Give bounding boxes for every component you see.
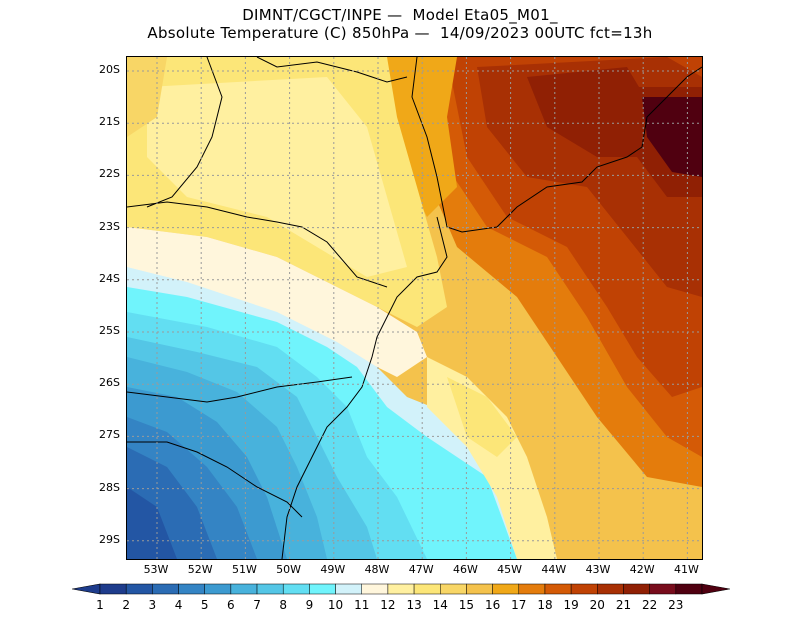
lat-label: 22S <box>99 167 120 181</box>
lat-label: 24S <box>99 271 120 285</box>
lon-label: 46W <box>452 563 478 576</box>
lat-label: 26S <box>99 376 120 390</box>
lon-label: 53W <box>143 563 169 576</box>
colorbar-swatch <box>466 583 493 595</box>
colorbar-swatch <box>492 583 520 595</box>
lon-label: 47W <box>408 563 434 576</box>
colorbar-swatch <box>309 583 336 595</box>
colorbar-tick-label: 6 <box>227 598 235 612</box>
field-13b <box>447 377 517 457</box>
colorbar-swatch <box>518 583 546 595</box>
lon-label: 52W <box>187 563 213 576</box>
lat-label: 21S <box>99 115 120 129</box>
colorbar-swatch <box>623 583 650 595</box>
colorbar-over-arrow <box>701 583 730 595</box>
lon-label: 43W <box>585 563 611 576</box>
lon-label: 41W <box>673 563 699 576</box>
lon-label: 44W <box>541 563 567 576</box>
colorbar-tick-label: 4 <box>174 598 183 612</box>
lon-label: 42W <box>629 563 655 576</box>
state-border-4 <box>127 441 303 518</box>
colorbar-tick-label: 9 <box>305 598 314 612</box>
field-2 <box>127 487 177 559</box>
colorbar-tick-label: 13 <box>406 598 422 612</box>
coastline <box>281 216 448 559</box>
colorbar-swatch <box>675 583 703 595</box>
colorbar-swatch <box>178 583 205 595</box>
title-line-1: DIMNT/CGCT/INPE — Model Eta05_M01_ <box>242 6 558 24</box>
colorbar-swatch <box>282 583 310 595</box>
temperature-map <box>126 56 703 560</box>
colorbar-swatch <box>230 583 258 595</box>
colorbar-tick-label: 1 <box>96 598 104 612</box>
colorbar-tick-label: 18 <box>537 598 553 612</box>
colorbar-tick-label: 21 <box>615 598 632 612</box>
colorbar-tick-label: 5 <box>200 598 209 612</box>
lat-label: 27S <box>99 428 120 442</box>
colorbar-tick-label: 8 <box>279 598 288 612</box>
lon-label: 45W <box>497 563 523 576</box>
colorbar-tick-label: 19 <box>563 598 579 612</box>
colorbar-tick-label: 17 <box>511 598 527 612</box>
colorbar-tick-label: 3 <box>148 598 157 612</box>
lat-label: 20S <box>99 63 120 76</box>
colorbar-swatch <box>152 583 179 595</box>
colorbar-swatch <box>544 583 572 595</box>
state-border-2 <box>127 201 388 288</box>
lat-label: 25S <box>99 324 120 337</box>
colorbar-under-arrow <box>72 583 101 595</box>
colorbar-tick-label: 10 <box>327 598 344 612</box>
lat-label: 29S <box>99 532 120 546</box>
lon-label: 48W <box>364 563 390 576</box>
colorbar-tick-label: 12 <box>380 598 396 612</box>
lat-label: 23S <box>99 219 120 233</box>
title-line-2: Absolute Temperature (C) 850hPa — 14/09/… <box>147 24 653 42</box>
field-12 <box>147 77 407 277</box>
lat-label: 28S <box>99 480 120 494</box>
colorbar-tick-label: 20 <box>589 598 605 612</box>
colorbar-swatch <box>597 583 624 595</box>
lon-label: 50W <box>276 563 302 576</box>
state-border-3 <box>127 376 353 403</box>
gridlines <box>127 57 702 559</box>
colorbar-swatch <box>125 583 153 595</box>
field-11 <box>127 227 427 377</box>
colorbar-swatch <box>440 583 467 595</box>
colorbar-tick-label: 15 <box>458 598 475 612</box>
state-border-5 <box>146 57 223 208</box>
colorbar-tick-label: 22 <box>642 598 658 612</box>
temperature-field <box>127 57 702 559</box>
colorbar-swatch <box>335 583 362 595</box>
colorbar-tick-label: 16 <box>484 598 501 612</box>
colorbar-swatch <box>361 583 389 595</box>
state-border-6 <box>256 57 408 83</box>
state-border-1 <box>411 57 702 233</box>
colorbar-tick-label: 7 <box>253 598 261 612</box>
colorbar-swatch <box>204 583 232 595</box>
field-21a <box>527 67 657 157</box>
colorbar-tick-label: 14 <box>432 598 448 612</box>
colorbar-swatch <box>413 583 441 595</box>
lon-label: 49W <box>320 563 346 576</box>
colorbar-swatch <box>99 583 127 595</box>
colorbar-tick-label: 2 <box>122 598 130 612</box>
colorbar-tick-label: 23 <box>668 598 684 612</box>
colorbar-swatch <box>256 583 284 595</box>
colorbar-swatch <box>570 583 598 595</box>
lon-label: 51W <box>231 563 257 576</box>
colorbar-swatch <box>387 583 415 595</box>
colorbar-swatch <box>649 583 677 595</box>
colorbar <box>72 583 730 595</box>
colorbar-tick-label: 11 <box>354 598 370 612</box>
